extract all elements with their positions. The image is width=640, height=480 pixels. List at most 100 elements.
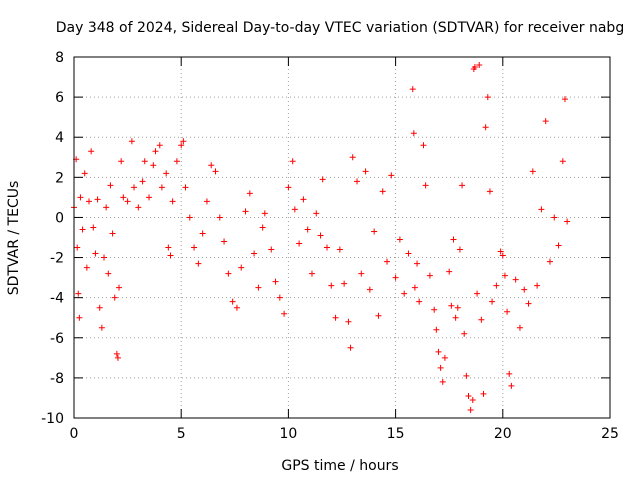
data-point [555,242,562,249]
data-point [242,208,249,215]
data-point [546,258,553,265]
data-point [101,254,108,261]
x-tick-label: 10 [279,426,297,442]
data-point [208,162,215,169]
data-point [88,148,95,155]
data-point [178,142,185,149]
data-point [469,396,476,403]
data-point [499,252,506,259]
data-point [146,194,153,201]
data-point [426,272,433,279]
data-point [105,270,112,277]
y-tick-label: 2 [55,170,64,186]
data-point [366,286,373,293]
data-point [474,290,481,297]
data-point [167,252,174,259]
data-point [120,194,127,201]
data-point [251,250,258,257]
data-point [238,264,245,271]
data-point [459,182,466,189]
data-point [508,382,515,389]
data-point [559,158,566,165]
data-point [467,406,474,413]
data-point [512,276,519,283]
data-point [233,304,240,311]
data-point [465,392,472,399]
data-point [396,236,403,243]
data-point [268,246,275,253]
data-point [328,282,335,289]
data-point [388,172,395,179]
data-point [461,330,468,337]
data-point [86,198,93,205]
data-point [561,96,568,103]
data-point [281,310,288,317]
data-point [349,154,356,161]
chart-title: Day 348 of 2024, Sidereal Day-to-day VTE… [56,20,624,36]
data-point [448,302,455,309]
data-point [409,86,416,93]
data-point [300,196,307,203]
data-point [358,270,365,277]
data-point [158,184,165,191]
data-point [506,370,513,377]
data-point [441,354,448,361]
data-point [354,178,361,185]
data-point [212,168,219,175]
data-point [332,314,339,321]
data-point [150,162,157,169]
data-point [139,178,146,185]
data-point [276,294,283,301]
data-point [180,138,187,145]
data-point [199,230,206,237]
data-point [96,304,103,311]
data-point [124,198,131,205]
data-point [410,130,417,137]
data-point [341,280,348,287]
data-point [221,238,228,245]
y-tick-label: 8 [55,50,64,66]
data-point [165,244,172,251]
data-point [504,308,511,315]
data-point [411,284,418,291]
data-point [191,244,198,251]
data-point [401,290,408,297]
y-tick-label: 6 [55,90,64,106]
data-point [182,184,189,191]
data-point [255,284,262,291]
data-point [564,218,571,225]
data-point [437,364,444,371]
data-point [289,158,296,165]
data-point [195,260,202,267]
data-point [152,148,159,155]
data-point [435,348,442,355]
data-point [319,176,326,183]
data-point [433,326,440,333]
y-tick-label: 4 [55,130,64,146]
data-point [476,62,483,69]
x-axis-label: GPS time / hours [281,458,398,474]
data-point [169,198,176,205]
y-tick-label: -6 [50,331,64,347]
data-point [482,124,489,131]
data-point [272,278,279,285]
data-point [259,224,266,231]
data-point [323,244,330,251]
data-point [471,64,478,71]
data-point [538,206,545,213]
data-point [345,318,352,325]
y-tick-label: -4 [50,291,64,307]
data-point [107,182,114,189]
data-point [489,298,496,305]
data-point [336,246,343,253]
data-point [103,204,110,211]
data-point [111,294,118,301]
data-point [484,94,491,101]
data-point [384,258,391,265]
x-tick-label: 20 [494,426,512,442]
data-point [480,390,487,397]
x-tick-label: 15 [387,426,405,442]
data-point [116,284,123,291]
data-point [317,232,324,239]
data-point [83,264,90,271]
